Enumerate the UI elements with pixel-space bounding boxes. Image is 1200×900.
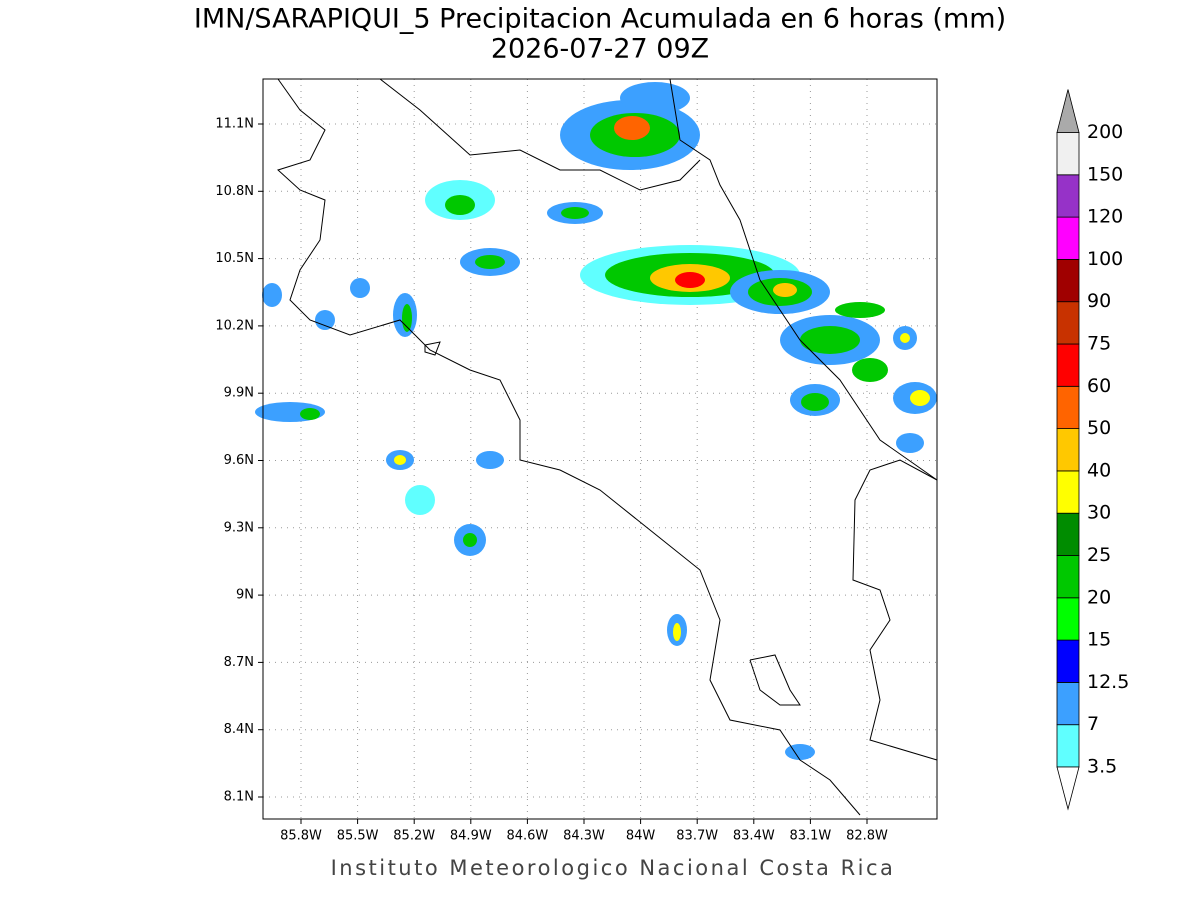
colorbar-label: 15: [1087, 629, 1111, 651]
colorbar-label: 12.5: [1087, 671, 1129, 693]
colorbar-label: 40: [1087, 459, 1111, 481]
map-frame: [262, 78, 938, 820]
colorbar-box: [1056, 301, 1080, 345]
y-tick-label: 8.1N: [224, 790, 254, 805]
x-tick-label: 83.1W: [789, 829, 831, 844]
y-tick-label: 10.2N: [215, 318, 254, 333]
colorbar-label: 60: [1087, 375, 1111, 397]
colorbar-box: [1056, 512, 1080, 556]
colorbar-box: [1056, 639, 1080, 683]
footer: Instituto Meteorologico Nacional Costa R…: [331, 856, 896, 880]
colorbar-box: [1056, 428, 1080, 472]
y-tick-label: 9N: [236, 588, 254, 603]
colorbar-box: [1056, 470, 1080, 514]
x-tick-label: 85.8W: [280, 829, 322, 844]
colorbar-label: 75: [1087, 333, 1111, 355]
x-tick-label: 84.6W: [506, 829, 548, 844]
x-tick-label: 84.9W: [450, 829, 492, 844]
y-tick-label: 9.3N: [224, 520, 254, 535]
colorbar: 3.5 7 12.5 15 20 25 30 40 50 60 75 90 100 120 150 200: [1056, 89, 1129, 811]
colorbar-box: [1056, 174, 1080, 218]
y-tick-label: 8.7N: [224, 655, 254, 670]
colorbar-label: 100: [1087, 248, 1123, 270]
colorbar-label: 3.5: [1087, 756, 1117, 778]
y-tick-label: 10.8N: [215, 184, 254, 199]
grid: [258, 79, 937, 824]
colorbar-box: [1056, 343, 1080, 387]
colorbar-label: 120: [1087, 206, 1123, 228]
title: IMN/SARAPIQUI_5 Precipitacion Acumulada …: [194, 4, 1006, 35]
x-tick-label: 84.3W: [563, 829, 605, 844]
colorbar-box: [1056, 555, 1080, 599]
x-tick-label: 85.2W: [393, 829, 435, 844]
colorbar-label: 50: [1087, 417, 1111, 439]
y-tick-label: 9.9N: [224, 386, 254, 401]
y-tick-label: 11.1N: [215, 117, 254, 132]
colorbar-box: [1056, 132, 1080, 176]
colorbar-under: [1056, 766, 1080, 811]
colorbar-label: 7: [1087, 713, 1099, 735]
colorbar-label: 30: [1087, 502, 1111, 524]
colorbar-label: 150: [1087, 163, 1123, 185]
x-tick-label: 82.8W: [846, 829, 888, 844]
y-tick-label: 8.4N: [224, 722, 254, 737]
y-tick-label: 9.6N: [224, 453, 254, 468]
colorbar-box: [1056, 385, 1080, 429]
colorbar-label: 90: [1087, 290, 1111, 312]
x-tick-label: 83.7W: [676, 829, 718, 844]
colorbar-box: [1056, 682, 1080, 726]
x-tick-label: 83.4W: [733, 829, 775, 844]
colorbar-box: [1056, 216, 1080, 260]
x-tick-label: 84W: [626, 829, 656, 844]
coastlines: [277, 78, 938, 816]
colorbar-box: [1056, 724, 1080, 768]
precipitation: [255, 82, 937, 760]
subtitle: 2026-07-27 09Z: [491, 34, 709, 65]
colorbar-box: [1056, 597, 1080, 641]
colorbar-over: [1056, 89, 1080, 133]
colorbar-label: 200: [1087, 121, 1123, 143]
x-tick-label: 85.5W: [337, 829, 379, 844]
colorbar-label: 25: [1087, 544, 1111, 566]
y-tick-label: 10.5N: [215, 251, 254, 266]
colorbar-label: 20: [1087, 586, 1111, 608]
colorbar-box: [1056, 258, 1080, 303]
